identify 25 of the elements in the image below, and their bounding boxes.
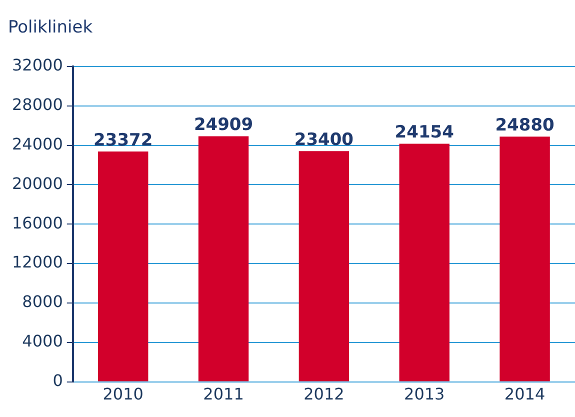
y-tick-label: 0 bbox=[52, 370, 63, 390]
y-tick-label: 20000 bbox=[12, 174, 63, 193]
x-tick-label: 2013 bbox=[404, 384, 445, 404]
data-label: 24909 bbox=[194, 115, 254, 136]
data-label: 24154 bbox=[394, 122, 454, 143]
bar bbox=[98, 151, 148, 382]
bar bbox=[500, 136, 550, 382]
y-tick-label: 24000 bbox=[12, 134, 63, 154]
y-tick-label: 12000 bbox=[12, 252, 63, 272]
x-tick-label: 2011 bbox=[203, 384, 244, 404]
bar bbox=[298, 151, 350, 382]
chart-title: Polikliniek bbox=[8, 18, 93, 38]
y-tick-label: 28000 bbox=[12, 94, 63, 114]
y-tick-label: 4000 bbox=[22, 332, 63, 351]
data-label: 23372 bbox=[94, 130, 153, 150]
x-tick-label: 2010 bbox=[102, 384, 144, 404]
x-tick-label: 2012 bbox=[304, 384, 344, 404]
bar bbox=[198, 136, 249, 382]
y-tick-label: 16000 bbox=[12, 213, 63, 232]
bar bbox=[399, 144, 450, 382]
data-label: 24880 bbox=[495, 116, 555, 136]
y-tick-label: 32000 bbox=[12, 56, 63, 75]
data-label: 23400 bbox=[294, 130, 354, 150]
y-tick-label: 8000 bbox=[22, 292, 63, 312]
x-tick-label: 2014 bbox=[504, 384, 546, 404]
